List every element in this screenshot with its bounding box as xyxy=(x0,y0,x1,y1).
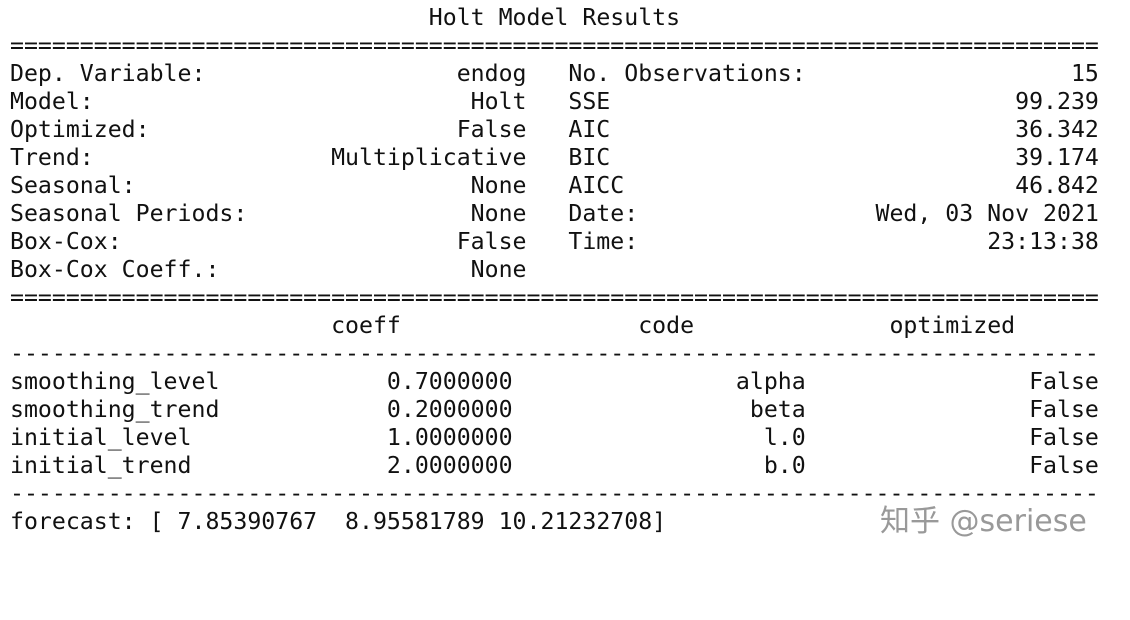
info-right-value: 36.342 xyxy=(1015,116,1099,143)
info-left-label: Model: xyxy=(10,88,94,115)
info-left-label: Dep. Variable: xyxy=(10,60,206,87)
param-code: beta xyxy=(749,396,806,423)
header-optimized: optimized xyxy=(889,312,1016,339)
forecast-line: forecast: [ 7.85390767 8.95581789 10.212… xyxy=(10,508,667,535)
info-left-value: None xyxy=(470,200,527,227)
param-name: initial_trend xyxy=(10,452,192,479)
info-right-value: 15 xyxy=(1070,60,1099,87)
header-coeff: coeff xyxy=(331,312,401,339)
double-rule: ========================================… xyxy=(10,284,1099,311)
param-optimized: False xyxy=(1029,368,1099,395)
info-right-label: BIC xyxy=(568,144,611,171)
info-right-label: AICC xyxy=(568,172,625,199)
watermark: 知乎 @seriese xyxy=(880,504,1087,539)
console-output: Holt Model Results =====================… xyxy=(10,4,1099,536)
info-right-value: 23:13:38 xyxy=(987,228,1099,255)
param-code: b.0 xyxy=(763,452,806,479)
results-title-row: Holt Model Results xyxy=(10,4,1099,32)
info-left-label: Optimized: xyxy=(10,116,150,143)
param-optimized: False xyxy=(1029,452,1099,479)
info-right-value: 46.842 xyxy=(1015,172,1099,199)
single-rule: ----------------------------------------… xyxy=(10,480,1099,507)
param-row: initial_level 1.0000000 l.0 False xyxy=(10,424,1099,452)
info-right-label: Date: xyxy=(568,200,639,227)
info-row: Seasonal: None AICC 46.842 xyxy=(10,172,1099,200)
info-right-value: 39.174 xyxy=(1015,144,1099,171)
info-left-label: Seasonal: xyxy=(10,172,136,199)
info-row: Model: Holt SSE 99.239 xyxy=(10,88,1099,116)
info-left-value: None xyxy=(470,256,527,283)
info-row: Box-Cox: False Time: 23:13:38 xyxy=(10,228,1099,256)
info-row: Optimized: False AIC 36.342 xyxy=(10,116,1099,144)
info-right-label: SSE xyxy=(568,88,611,115)
results-title: Holt Model Results xyxy=(428,4,681,31)
param-name: smoothing_trend xyxy=(10,396,220,423)
info-left-value: Multiplicative xyxy=(331,144,527,171)
info-row: Trend: Multiplicative BIC 39.174 xyxy=(10,144,1099,172)
param-optimized: False xyxy=(1029,396,1099,423)
info-right-label: No. Observations: xyxy=(568,60,806,87)
info-left-label: Trend: xyxy=(10,144,94,171)
param-coeff: 0.7000000 xyxy=(386,368,513,395)
info-left-label: Box-Cox Coeff.: xyxy=(10,256,220,283)
header-code: code xyxy=(638,312,695,339)
info-right-value: Wed, 03 Nov 2021 xyxy=(875,200,1099,227)
param-coeff: 1.0000000 xyxy=(386,424,513,451)
info-left-label: Seasonal Periods: xyxy=(10,200,248,227)
info-right-label: Time: xyxy=(568,228,639,255)
info-right-value: 99.239 xyxy=(1015,88,1099,115)
info-row: Dep. Variable: endog No. Observations: 1… xyxy=(10,60,1099,88)
param-name: smoothing_level xyxy=(10,368,220,395)
param-coeff: 0.2000000 xyxy=(386,396,513,423)
double-rule: ========================================… xyxy=(10,32,1099,59)
info-right-label: AIC xyxy=(568,116,611,143)
info-left-value: None xyxy=(470,172,527,199)
params-header-row: coeff code optimized xyxy=(10,312,1099,340)
param-row: initial_trend 2.0000000 b.0 False xyxy=(10,452,1099,480)
info-row: Seasonal Periods: None Date: Wed, 03 Nov… xyxy=(10,200,1099,228)
param-row: smoothing_trend 0.2000000 beta False xyxy=(10,396,1099,424)
single-rule: ----------------------------------------… xyxy=(10,340,1099,367)
info-row: Box-Cox Coeff.: None xyxy=(10,256,1099,284)
info-left-label: Box-Cox: xyxy=(10,228,122,255)
param-optimized: False xyxy=(1029,424,1099,451)
param-code: alpha xyxy=(735,368,806,395)
info-left-value: Holt xyxy=(470,88,527,115)
param-coeff: 2.0000000 xyxy=(386,452,513,479)
param-name: initial_level xyxy=(10,424,192,451)
info-left-value: False xyxy=(456,116,527,143)
info-left-value: False xyxy=(456,228,527,255)
param-row: smoothing_level 0.7000000 alpha False xyxy=(10,368,1099,396)
param-code: l.0 xyxy=(763,424,806,451)
info-left-value: endog xyxy=(456,60,527,87)
